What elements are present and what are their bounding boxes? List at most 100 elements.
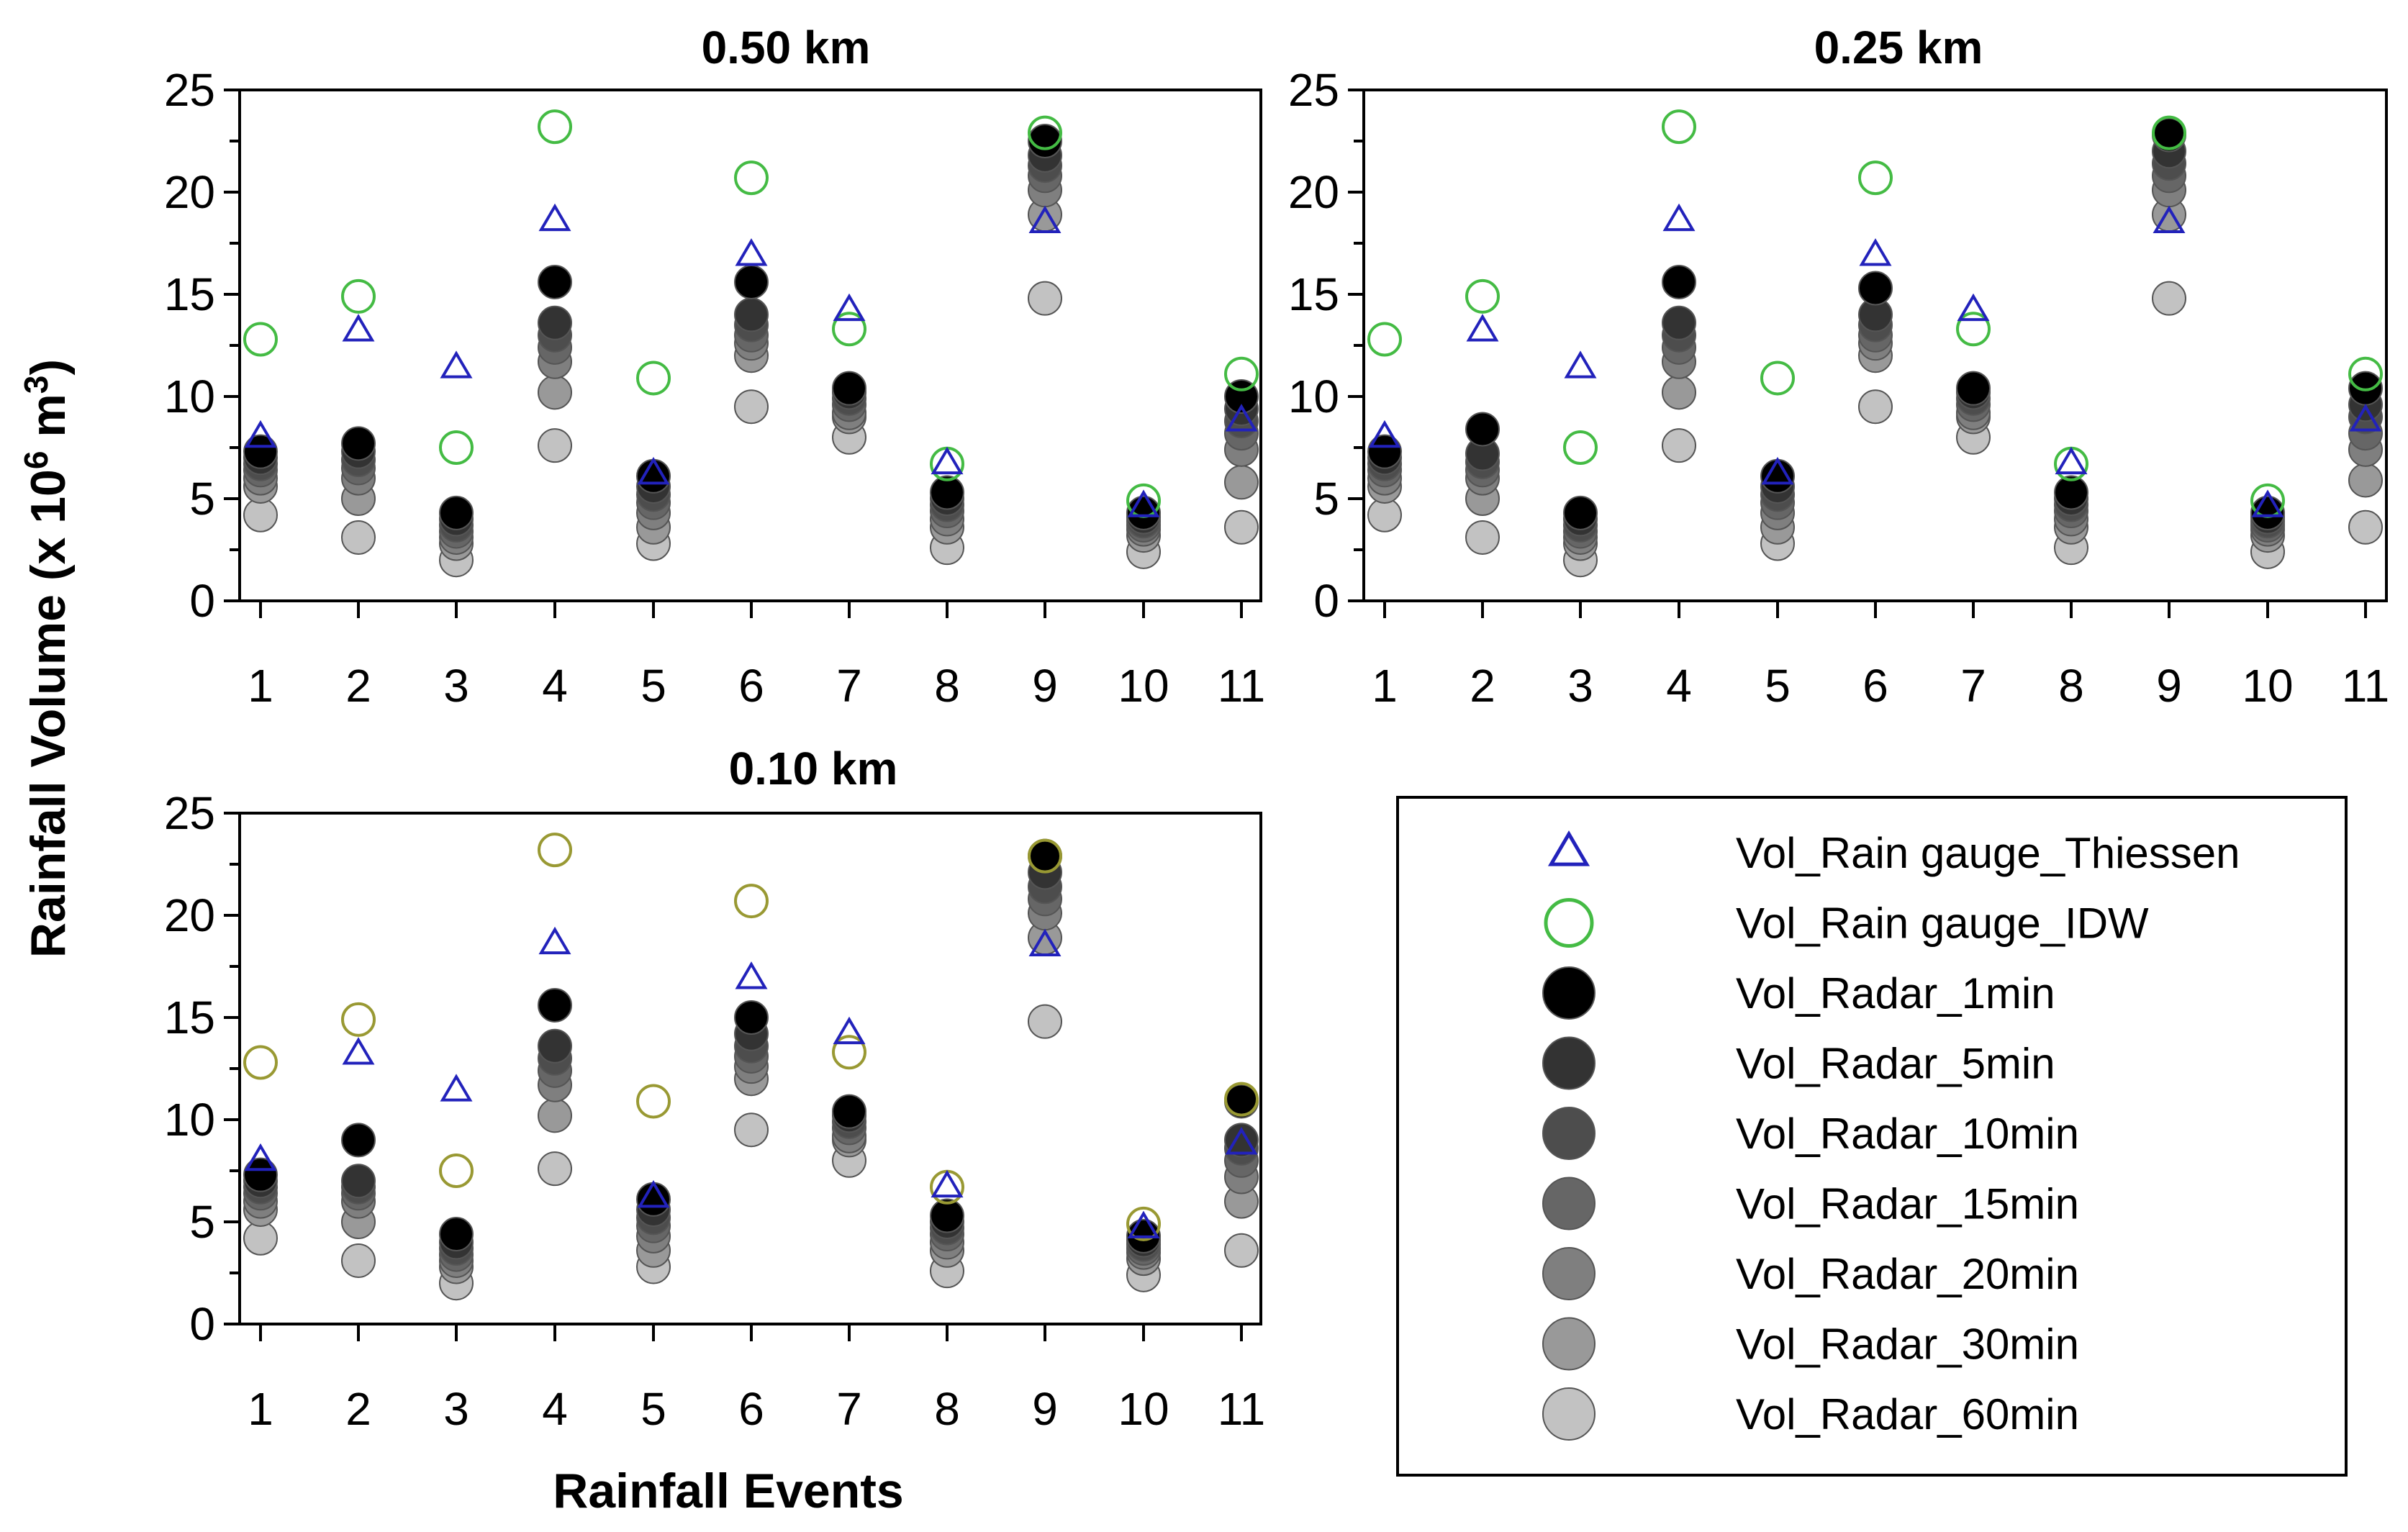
- radar-point-1min: [243, 1157, 278, 1192]
- idw-point: [1760, 361, 1795, 396]
- y-axis-title-text: Rainfall Volume (x 10: [21, 469, 76, 958]
- y-tick-label: 10: [1288, 371, 1339, 422]
- x-tick-label: 11: [1218, 1383, 1265, 1435]
- idw-point: [1028, 838, 1062, 874]
- y-tick-label: 15: [164, 992, 215, 1043]
- radar-point-1min: [636, 1182, 671, 1217]
- idw-point: [930, 1169, 964, 1205]
- idw-point: [341, 278, 376, 314]
- x-tick-label: 11: [2342, 660, 2389, 712]
- idw-point: [1367, 322, 1402, 357]
- panel-title: 0.25 km: [1814, 22, 1983, 73]
- idw-point: [1028, 115, 1062, 150]
- idw-point: [243, 322, 278, 357]
- y-axis-title-sup1: 6: [17, 451, 55, 470]
- radar-point-1min: [734, 1000, 769, 1035]
- x-tick-label: 9: [1032, 1383, 1058, 1435]
- y-tick-label: 5: [1313, 473, 1339, 525]
- legend-radar-marker: [1542, 1387, 1595, 1441]
- idw-point: [1563, 430, 1598, 465]
- x-axis-title: Rainfall Events: [553, 1464, 904, 1518]
- radar-point-1min: [439, 495, 474, 530]
- thiessen-point: [1028, 928, 1062, 956]
- y-tick-label: 0: [189, 1298, 215, 1350]
- x-tick-label: 5: [1765, 660, 1791, 712]
- x-tick-label: 5: [641, 660, 666, 712]
- radar-point-30min: [538, 375, 572, 410]
- thiessen-point: [1127, 489, 1160, 517]
- legend-label: Vol_Rain gauge_Thiessen: [1736, 829, 2240, 877]
- thiessen-point: [342, 314, 375, 342]
- radar-point-60min: [341, 520, 376, 555]
- x-tick-label: 1: [248, 1383, 273, 1435]
- thiessen-point: [1859, 238, 1892, 266]
- legend-label: Vol_Radar_60min: [1736, 1390, 2079, 1438]
- radar-point-1min: [1367, 434, 1402, 469]
- radar-point-60min: [734, 389, 769, 425]
- panel-title: 0.50 km: [702, 22, 871, 73]
- radar-point-1min: [243, 434, 278, 469]
- thiessen-point: [931, 446, 964, 475]
- panel-title: 0.10 km: [729, 743, 898, 794]
- y-axis-title-end: ): [21, 359, 76, 376]
- legend-label: Vol_Radar_30min: [1736, 1320, 2079, 1369]
- y-axis-title: Rainfall Volume (x 106 m3): [17, 359, 76, 958]
- legend: Vol_Rain gauge_Thiessen Vol_Rain gauge_ID…: [1396, 796, 2348, 1477]
- y-tick-label: 25: [164, 64, 215, 116]
- radar-point-1min: [1858, 271, 1893, 306]
- radar-point-1min: [1028, 124, 1062, 158]
- x-tick-label: 10: [1118, 660, 1169, 712]
- idw-point: [2348, 356, 2383, 391]
- idw-point: [1956, 312, 1991, 347]
- x-tick-label: 1: [248, 660, 273, 712]
- legend-radar-marker: [1542, 1317, 1595, 1371]
- x-tick-label: 3: [443, 660, 469, 712]
- thiessen-point: [1368, 420, 1401, 448]
- idw-point: [538, 109, 572, 145]
- thiessen-point: [440, 350, 473, 379]
- radar-point-1min: [1662, 264, 1696, 299]
- y-tick-label: 5: [189, 473, 215, 525]
- radar-point-60min: [341, 1243, 376, 1278]
- x-tick-label: 10: [2242, 660, 2293, 712]
- x-tick-label: 9: [1032, 660, 1058, 712]
- y-tick-label: 15: [1288, 268, 1339, 320]
- x-tick-label: 2: [345, 660, 371, 712]
- idw-point: [538, 833, 572, 868]
- radar-point-60min: [2152, 281, 2186, 316]
- y-tick-label: 0: [1313, 575, 1339, 627]
- radar-point-1min: [341, 426, 376, 461]
- x-tick-label: 2: [345, 1383, 371, 1435]
- radar-point-60min: [538, 428, 572, 463]
- y-tick-label: 25: [164, 787, 215, 839]
- legend-radar-marker: [1542, 1177, 1595, 1230]
- radar-point-1min: [832, 371, 866, 406]
- y-axis-title-mid: m: [21, 394, 76, 450]
- thiessen-point: [244, 1143, 277, 1171]
- x-tick-label: 7: [1960, 660, 1986, 712]
- legend-radar-marker: [1542, 1036, 1595, 1090]
- radar-point-1min: [2348, 371, 2383, 406]
- radar-point-60min: [538, 1151, 572, 1187]
- thiessen-point: [833, 1016, 866, 1045]
- idw-point: [341, 1002, 376, 1037]
- x-tick-label: 10: [1118, 1383, 1169, 1435]
- radar-point-5min: [538, 1028, 572, 1064]
- radar-point-60min: [1224, 509, 1259, 545]
- thiessen-point: [637, 1179, 670, 1208]
- radar-point-1min: [832, 1094, 866, 1129]
- thiessen-point: [244, 420, 277, 448]
- radar-point-1min: [2054, 475, 2088, 510]
- x-tick-label: 6: [738, 660, 764, 712]
- x-tick-label: 1: [1372, 660, 1398, 712]
- thiessen-point: [440, 1074, 473, 1102]
- radar-point-1min: [341, 1123, 376, 1158]
- radar-point-30min: [1662, 375, 1696, 410]
- panel-0-10km: 0.10 km 0 5 10 15 20 25 1 2 3 4 5 6 7 8 9 10 11: [164, 743, 1265, 1435]
- idw-point: [2152, 115, 2186, 150]
- idw-point: [439, 430, 474, 465]
- radar-point-1min: [734, 264, 769, 299]
- x-tick-label: 8: [2058, 660, 2084, 712]
- thiessen-point: [538, 203, 571, 232]
